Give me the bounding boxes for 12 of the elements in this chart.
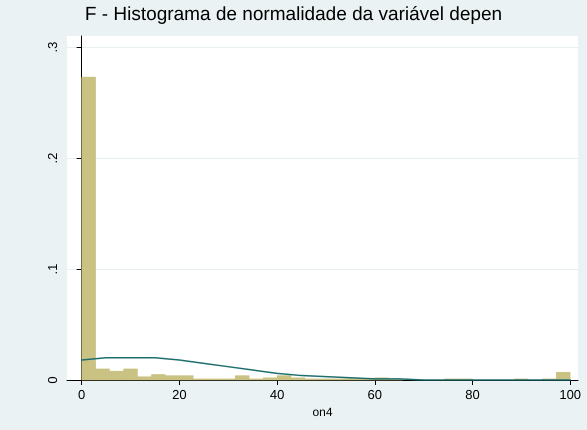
x-tick-label: 0 [78,387,86,402]
chart-title: F - Histograma de normalidade da variável depen [84,4,502,25]
x-tick-label: 80 [465,387,480,402]
y-tick-label: .3 [45,42,60,53]
y-tick-label: .2 [45,152,60,164]
x-tick-label: 40 [270,387,284,402]
x-tick-label: 60 [368,387,382,402]
x-axis-title: on4 [312,404,333,419]
x-tick-label: 20 [172,387,187,402]
y-tick-label: 0 [45,376,60,384]
x-tick-label: 100 [559,387,582,402]
y-tick-label: .1 [45,264,60,274]
